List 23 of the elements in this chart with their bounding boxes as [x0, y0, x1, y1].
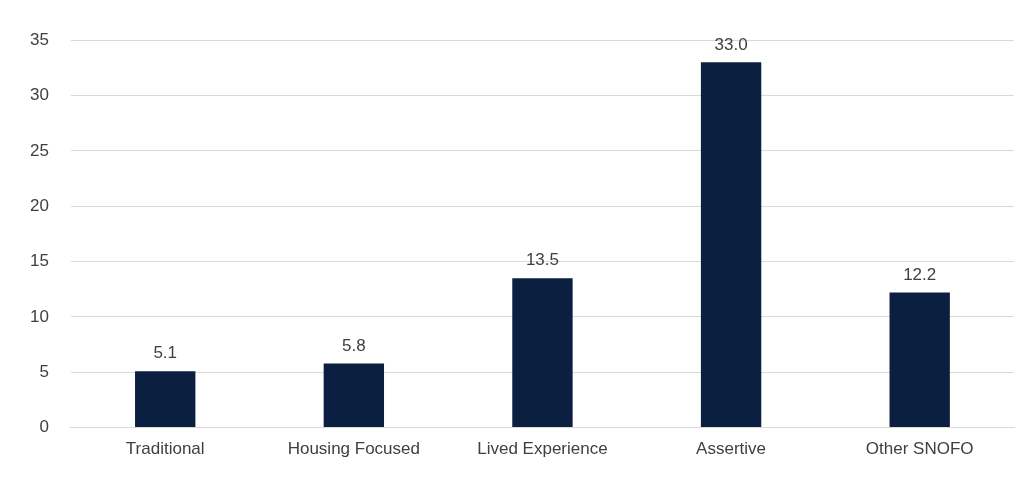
data-label: 13.5 [525, 250, 559, 270]
y-tick-label: 25 [29, 140, 49, 160]
data-label: 5.1 [153, 343, 178, 363]
x-tick-label: Assertive [696, 439, 767, 459]
bar [700, 62, 762, 428]
data-label: 33.0 [714, 34, 748, 54]
y-tick-label: 5 [39, 361, 49, 381]
x-tick-label: Other SNOFO [865, 439, 974, 459]
x-tick-label: Housing Focused [287, 439, 420, 459]
bar [512, 278, 573, 428]
x-tick-label: Traditional [125, 439, 205, 459]
y-tick-label: 35 [29, 29, 49, 49]
y-tick-label: 10 [29, 306, 49, 326]
y-tick-label: 0 [39, 417, 49, 437]
bar [323, 363, 385, 428]
bar [135, 371, 196, 428]
y-tick-label: 20 [29, 195, 49, 215]
data-label: 5.8 [342, 335, 366, 355]
bar [889, 292, 950, 428]
y-tick-label: 15 [29, 251, 49, 271]
x-tick-label: Lived Experience [477, 439, 608, 459]
y-tick-label: 30 [29, 85, 49, 105]
data-label: 12.2 [903, 264, 937, 284]
